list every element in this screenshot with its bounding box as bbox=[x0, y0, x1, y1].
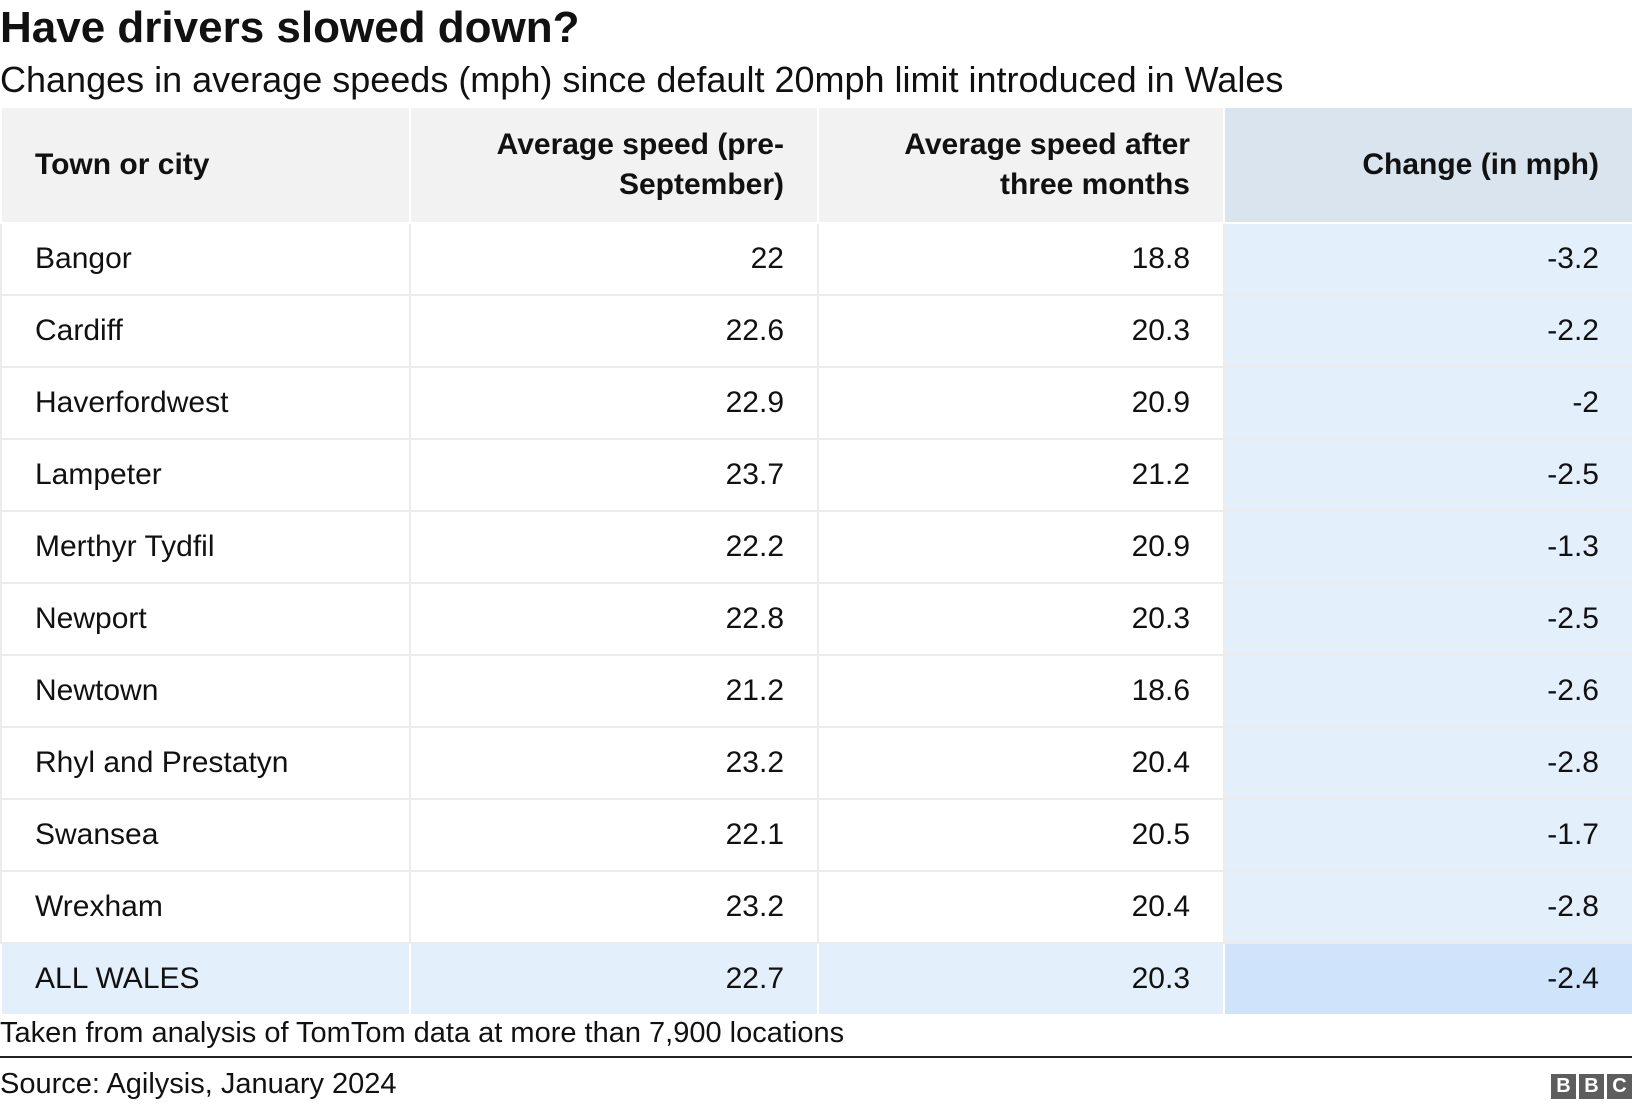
speed-after-cell: 20.9 bbox=[817, 510, 1225, 584]
town-cell: Newtown bbox=[0, 654, 411, 728]
speed-after-cell: 20.4 bbox=[817, 870, 1225, 944]
header-row: Town or city Average speed (pre-Septembe… bbox=[0, 106, 1632, 224]
speed-before-cell: 22.1 bbox=[409, 798, 819, 872]
speed-before-cell: 23.2 bbox=[409, 870, 819, 944]
table-row: Bangor 22 18.8 -3.2 bbox=[0, 222, 1632, 296]
logo-letter: B bbox=[1579, 1074, 1604, 1099]
change-cell: -2.4 bbox=[1223, 942, 1632, 1016]
table-row: Swansea 22.1 20.5 -1.7 bbox=[0, 798, 1632, 872]
column-header-speed-after: Average speed after three months bbox=[817, 106, 1225, 224]
speed-before-cell: 22.7 bbox=[409, 942, 819, 1016]
table-row: Lampeter 23.7 21.2 -2.5 bbox=[0, 438, 1632, 512]
bbc-logo: B B C bbox=[1551, 1074, 1632, 1099]
speed-before-cell: 22.9 bbox=[409, 366, 819, 440]
footnote: Taken from analysis of TomTom data at mo… bbox=[0, 1017, 845, 1049]
speed-after-cell: 20.5 bbox=[817, 798, 1225, 872]
chart-subtitle: Changes in average speeds (mph) since de… bbox=[0, 59, 1284, 100]
town-cell: Haverfordwest bbox=[0, 366, 411, 440]
table-row: Rhyl and Prestatyn 23.2 20.4 -2.8 bbox=[0, 726, 1632, 800]
table-row: Wrexham 23.2 20.4 -2.8 bbox=[0, 870, 1632, 944]
table-row: Newtown 21.2 18.6 -2.6 bbox=[0, 654, 1632, 728]
town-cell: Wrexham bbox=[0, 870, 411, 944]
column-header-change: Change (in mph) bbox=[1223, 106, 1632, 224]
footer-divider bbox=[0, 1056, 1632, 1058]
change-cell: -2.8 bbox=[1223, 726, 1632, 800]
speed-before-cell: 22.2 bbox=[409, 510, 819, 584]
change-cell: -1.3 bbox=[1223, 510, 1632, 584]
town-cell: Lampeter bbox=[0, 438, 411, 512]
change-cell: -2.5 bbox=[1223, 438, 1632, 512]
speed-before-cell: 23.7 bbox=[409, 438, 819, 512]
chart-title: Have drivers slowed down? bbox=[0, 3, 580, 52]
change-cell: -1.7 bbox=[1223, 798, 1632, 872]
speed-after-cell: 20.3 bbox=[817, 294, 1225, 368]
speed-before-cell: 23.2 bbox=[409, 726, 819, 800]
change-cell: -2.5 bbox=[1223, 582, 1632, 656]
change-cell: -2.8 bbox=[1223, 870, 1632, 944]
column-header-speed-before: Average speed (pre-September) bbox=[409, 106, 819, 224]
table-body: Bangor 22 18.8 -3.2 Cardiff 22.6 20.3 -2.2 Haver… bbox=[0, 222, 1632, 1016]
town-cell: Rhyl and Prestatyn bbox=[0, 726, 411, 800]
logo-letter: B bbox=[1551, 1074, 1576, 1099]
town-cell: Swansea bbox=[0, 798, 411, 872]
table-row-total: ALL WALES 22.7 20.3 -2.4 bbox=[0, 942, 1632, 1016]
logo-letter: C bbox=[1607, 1074, 1632, 1099]
town-cell: Merthyr Tydfil bbox=[0, 510, 411, 584]
speed-after-cell: 20.4 bbox=[817, 726, 1225, 800]
speed-before-cell: 21.2 bbox=[409, 654, 819, 728]
town-cell: Newport bbox=[0, 582, 411, 656]
town-cell: Cardiff bbox=[0, 294, 411, 368]
change-cell: -2 bbox=[1223, 366, 1632, 440]
change-cell: -2.2 bbox=[1223, 294, 1632, 368]
speed-after-cell: 20.3 bbox=[817, 582, 1225, 656]
speed-after-cell: 20.9 bbox=[817, 366, 1225, 440]
source-text: Source: Agilysis, January 2024 bbox=[0, 1068, 397, 1100]
table-row: Cardiff 22.6 20.3 -2.2 bbox=[0, 294, 1632, 368]
speed-before-cell: 22.8 bbox=[409, 582, 819, 656]
table-header: Town or city Average speed (pre-Septembe… bbox=[0, 106, 1632, 224]
table-row: Newport 22.8 20.3 -2.5 bbox=[0, 582, 1632, 656]
speed-after-cell: 18.8 bbox=[817, 222, 1225, 296]
change-cell: -3.2 bbox=[1223, 222, 1632, 296]
column-header-town: Town or city bbox=[0, 106, 411, 224]
table-row: Haverfordwest 22.9 20.9 -2 bbox=[0, 366, 1632, 440]
town-cell: Bangor bbox=[0, 222, 411, 296]
table-row: Merthyr Tydfil 22.2 20.9 -1.3 bbox=[0, 510, 1632, 584]
speed-after-cell: 20.3 bbox=[817, 942, 1225, 1016]
change-cell: -2.6 bbox=[1223, 654, 1632, 728]
speed-after-cell: 21.2 bbox=[817, 438, 1225, 512]
speed-table: Town or city Average speed (pre-Septembe… bbox=[0, 106, 1632, 1016]
speed-before-cell: 22.6 bbox=[409, 294, 819, 368]
speed-after-cell: 18.6 bbox=[817, 654, 1225, 728]
town-cell: ALL WALES bbox=[0, 942, 411, 1016]
speed-before-cell: 22 bbox=[409, 222, 819, 296]
